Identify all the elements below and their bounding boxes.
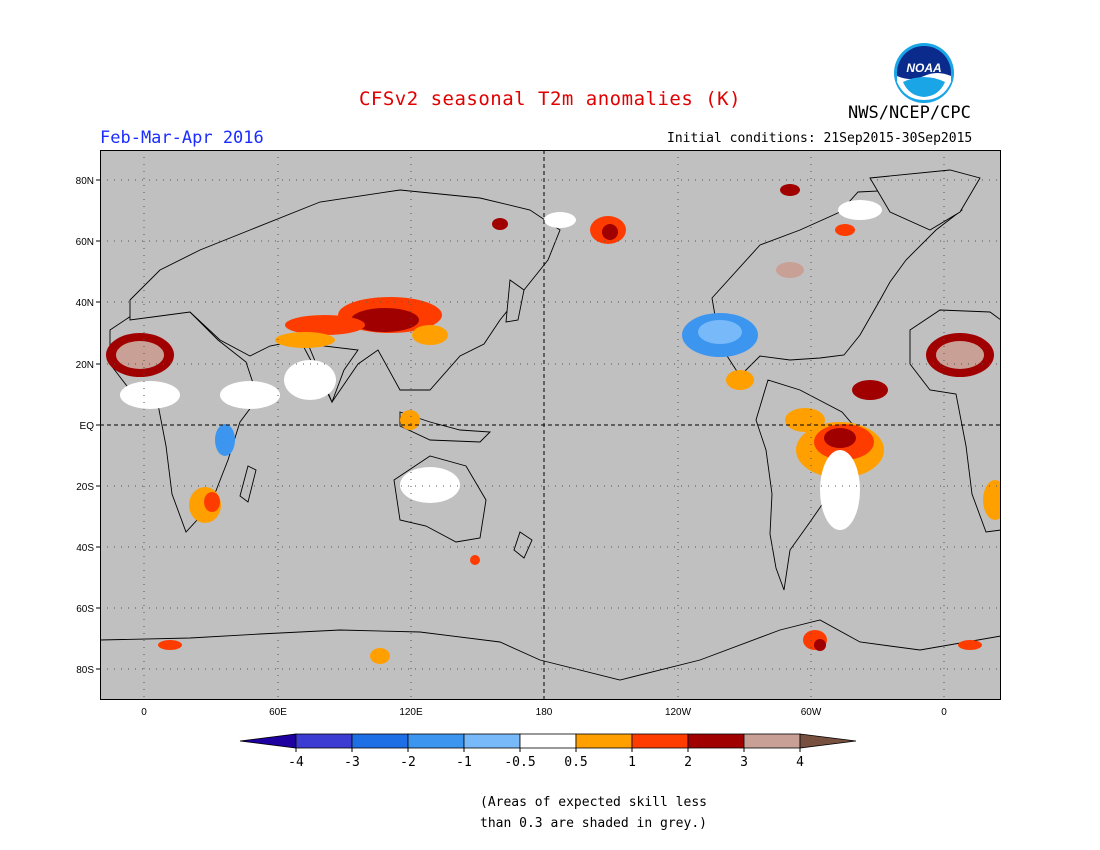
colorbar-label: -1: [456, 755, 472, 770]
anomaly-region: [412, 325, 448, 345]
anomaly-region: [780, 184, 800, 196]
map-title: CFSv2 seasonal T2m anomalies (K): [358, 88, 742, 110]
anomaly-region: [116, 341, 164, 369]
anomaly-region: [958, 640, 982, 650]
new-zealand-outline: [513, 531, 533, 559]
anomaly-region: [698, 320, 742, 344]
colorbar-segment: [295, 733, 353, 749]
footnote-line-1: (Areas of expected skill less: [480, 795, 707, 810]
colorbar-segment: [575, 733, 633, 749]
anomaly-region: [814, 639, 826, 651]
anomaly-region: [776, 262, 804, 278]
lat-tick-label: EQ: [80, 421, 95, 432]
colorbar-label: -3: [344, 755, 360, 770]
anomaly-region: [470, 555, 480, 565]
lat-tick-label: 60N: [76, 237, 94, 248]
eurasia-outline: [129, 189, 561, 403]
anomaly-map: [99, 150, 1007, 701]
anomaly-region: [158, 640, 182, 650]
colorbar-arrow-low: [239, 733, 297, 749]
colorbar-label: 3: [740, 755, 748, 770]
anomaly-region: [215, 424, 235, 456]
skill-footnote: (Areas of expected skill less than 0.3 a…: [480, 792, 707, 834]
anomaly-region: [275, 332, 335, 348]
latitude-axis: 80N 60N 40N 20N EQ 20S 40S 60S 80S: [76, 176, 100, 676]
lon-tick-label: 120W: [665, 707, 692, 718]
colorbar-arrow-high: [799, 733, 857, 749]
colorbar-label: -0.5: [504, 755, 535, 770]
madagascar-outline: [239, 465, 257, 503]
greenland-outline: [869, 169, 981, 231]
logo-text: NOAA: [906, 61, 941, 75]
anomaly-region: [285, 315, 365, 335]
colorbar-label: -2: [400, 755, 416, 770]
colorbar-segment: [407, 733, 465, 749]
forecast-period: Feb-Mar-Apr 2016: [100, 128, 264, 148]
lon-tick-label: 0: [141, 707, 147, 718]
footnote-line-2: than 0.3 are shaded in grey.): [480, 816, 707, 831]
longitude-axis: 0 60E 120E 180 120W 60W 0: [141, 707, 947, 718]
anomaly-region: [824, 428, 856, 448]
lat-tick-label: 40N: [76, 298, 94, 309]
anomaly-region: [492, 218, 508, 230]
lon-tick-label: 120E: [399, 707, 423, 718]
lat-tick-label: 40S: [76, 543, 94, 554]
colorbar-label: 0.5: [564, 755, 587, 770]
lon-tick-label: 0: [941, 707, 947, 718]
colorbar-label: 1: [628, 755, 636, 770]
colorbar-segment: [463, 733, 521, 749]
colorbar-segment: [351, 733, 409, 749]
anomaly-region: [284, 360, 336, 400]
anomaly-region: [544, 212, 576, 228]
anomaly-region: [726, 370, 754, 390]
lat-tick-label: 20N: [76, 360, 94, 371]
japan-outline: [505, 279, 525, 323]
anomaly-region: [220, 381, 280, 409]
lon-tick-label: 60E: [269, 707, 287, 718]
agency-label: NWS/NCEP/CPC: [848, 103, 971, 123]
initial-conditions: Initial conditions: 21Sep2015-30Sep2015: [667, 131, 973, 146]
lat-tick-label: 60S: [76, 604, 94, 615]
lat-tick-label: 20S: [76, 482, 94, 493]
anomaly-region: [602, 224, 618, 240]
anomaly-region: [838, 200, 882, 220]
anomaly-region: [204, 492, 220, 512]
anomaly-region: [852, 380, 888, 400]
lon-tick-label: 60W: [801, 707, 822, 718]
colorbar-segment: [519, 733, 577, 749]
colorbar-segment: [743, 733, 801, 749]
lat-tick-label: 80S: [76, 665, 94, 676]
lon-tick-label: 180: [536, 707, 553, 718]
noaa-logo: NOAA: [893, 42, 955, 104]
colorbar-segment: [687, 733, 745, 749]
anomaly-region: [400, 410, 420, 430]
colorbar-label: 4: [796, 755, 804, 770]
colorbar-segment: [631, 733, 689, 749]
anomaly-region: [835, 224, 855, 236]
anomaly-region: [351, 308, 419, 332]
colorbar: -4 -3 -2 -1 -0.5 0.5 1 2 3 4: [230, 728, 870, 776]
lat-tick-label: 80N: [76, 176, 94, 187]
anomaly-region: [370, 648, 390, 664]
anomaly-region: [120, 381, 180, 409]
colorbar-label: 2: [684, 755, 692, 770]
anomaly-region: [400, 467, 460, 503]
anomaly-region: [785, 408, 825, 432]
anomaly-region: [820, 450, 860, 530]
colorbar-label: -4: [288, 755, 304, 770]
anomaly-region: [936, 341, 984, 369]
